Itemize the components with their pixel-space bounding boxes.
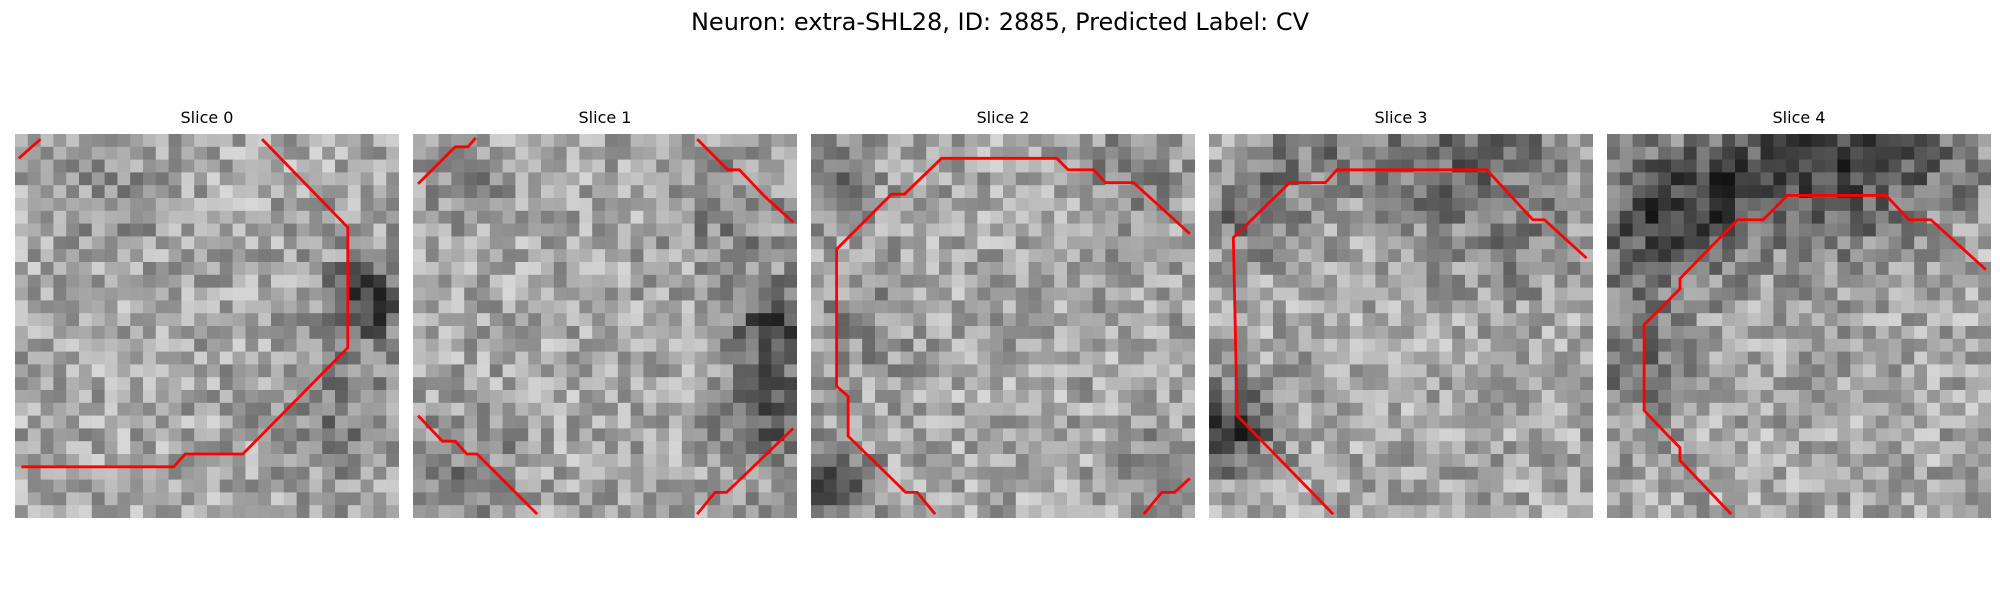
slice-panel-1: Slice 1 [413,108,797,518]
contour-line-1d [696,427,795,516]
slice-title-3: Slice 3 [1374,108,1428,127]
contour-line-0b [21,138,350,469]
slice-title-0: Slice 0 [180,108,234,127]
contour-line-0a [17,138,42,160]
slice-image-4 [1607,134,1991,518]
slice-image-2 [811,134,1195,518]
slice-image-3 [1209,134,1593,518]
figure-title: Neuron: extra-SHL28, ID: 2885, Predicted… [690,8,1310,36]
contour-line-3a [1231,168,1588,516]
slice-panel-4: Slice 4 [1607,108,1991,518]
slice-pixels-1 [413,134,797,518]
slice-panel-2: Slice 2 [811,108,1195,518]
slice-title-2: Slice 2 [976,108,1030,127]
slice-pixels-4 [1607,134,1991,518]
slice-title-1: Slice 1 [578,108,632,127]
slice-panel-0: Slice 0 [15,108,399,518]
contour-line-4a [1642,194,1987,516]
slice-image-0 [15,134,399,518]
contour-line-1c [417,414,539,516]
slice-title-4: Slice 4 [1772,108,1826,127]
slice-panel-3: Slice 3 [1209,108,1593,518]
contour-line-2a [835,156,1191,516]
slice-pixels-3 [1209,134,1593,518]
contour-line-1a [417,136,477,185]
slice-image-1 [413,134,797,518]
slice-pixels-0 [15,134,399,518]
contour-line-2b [1142,477,1191,516]
contour-line-1b [696,138,795,224]
slice-pixels-2 [811,134,1195,518]
